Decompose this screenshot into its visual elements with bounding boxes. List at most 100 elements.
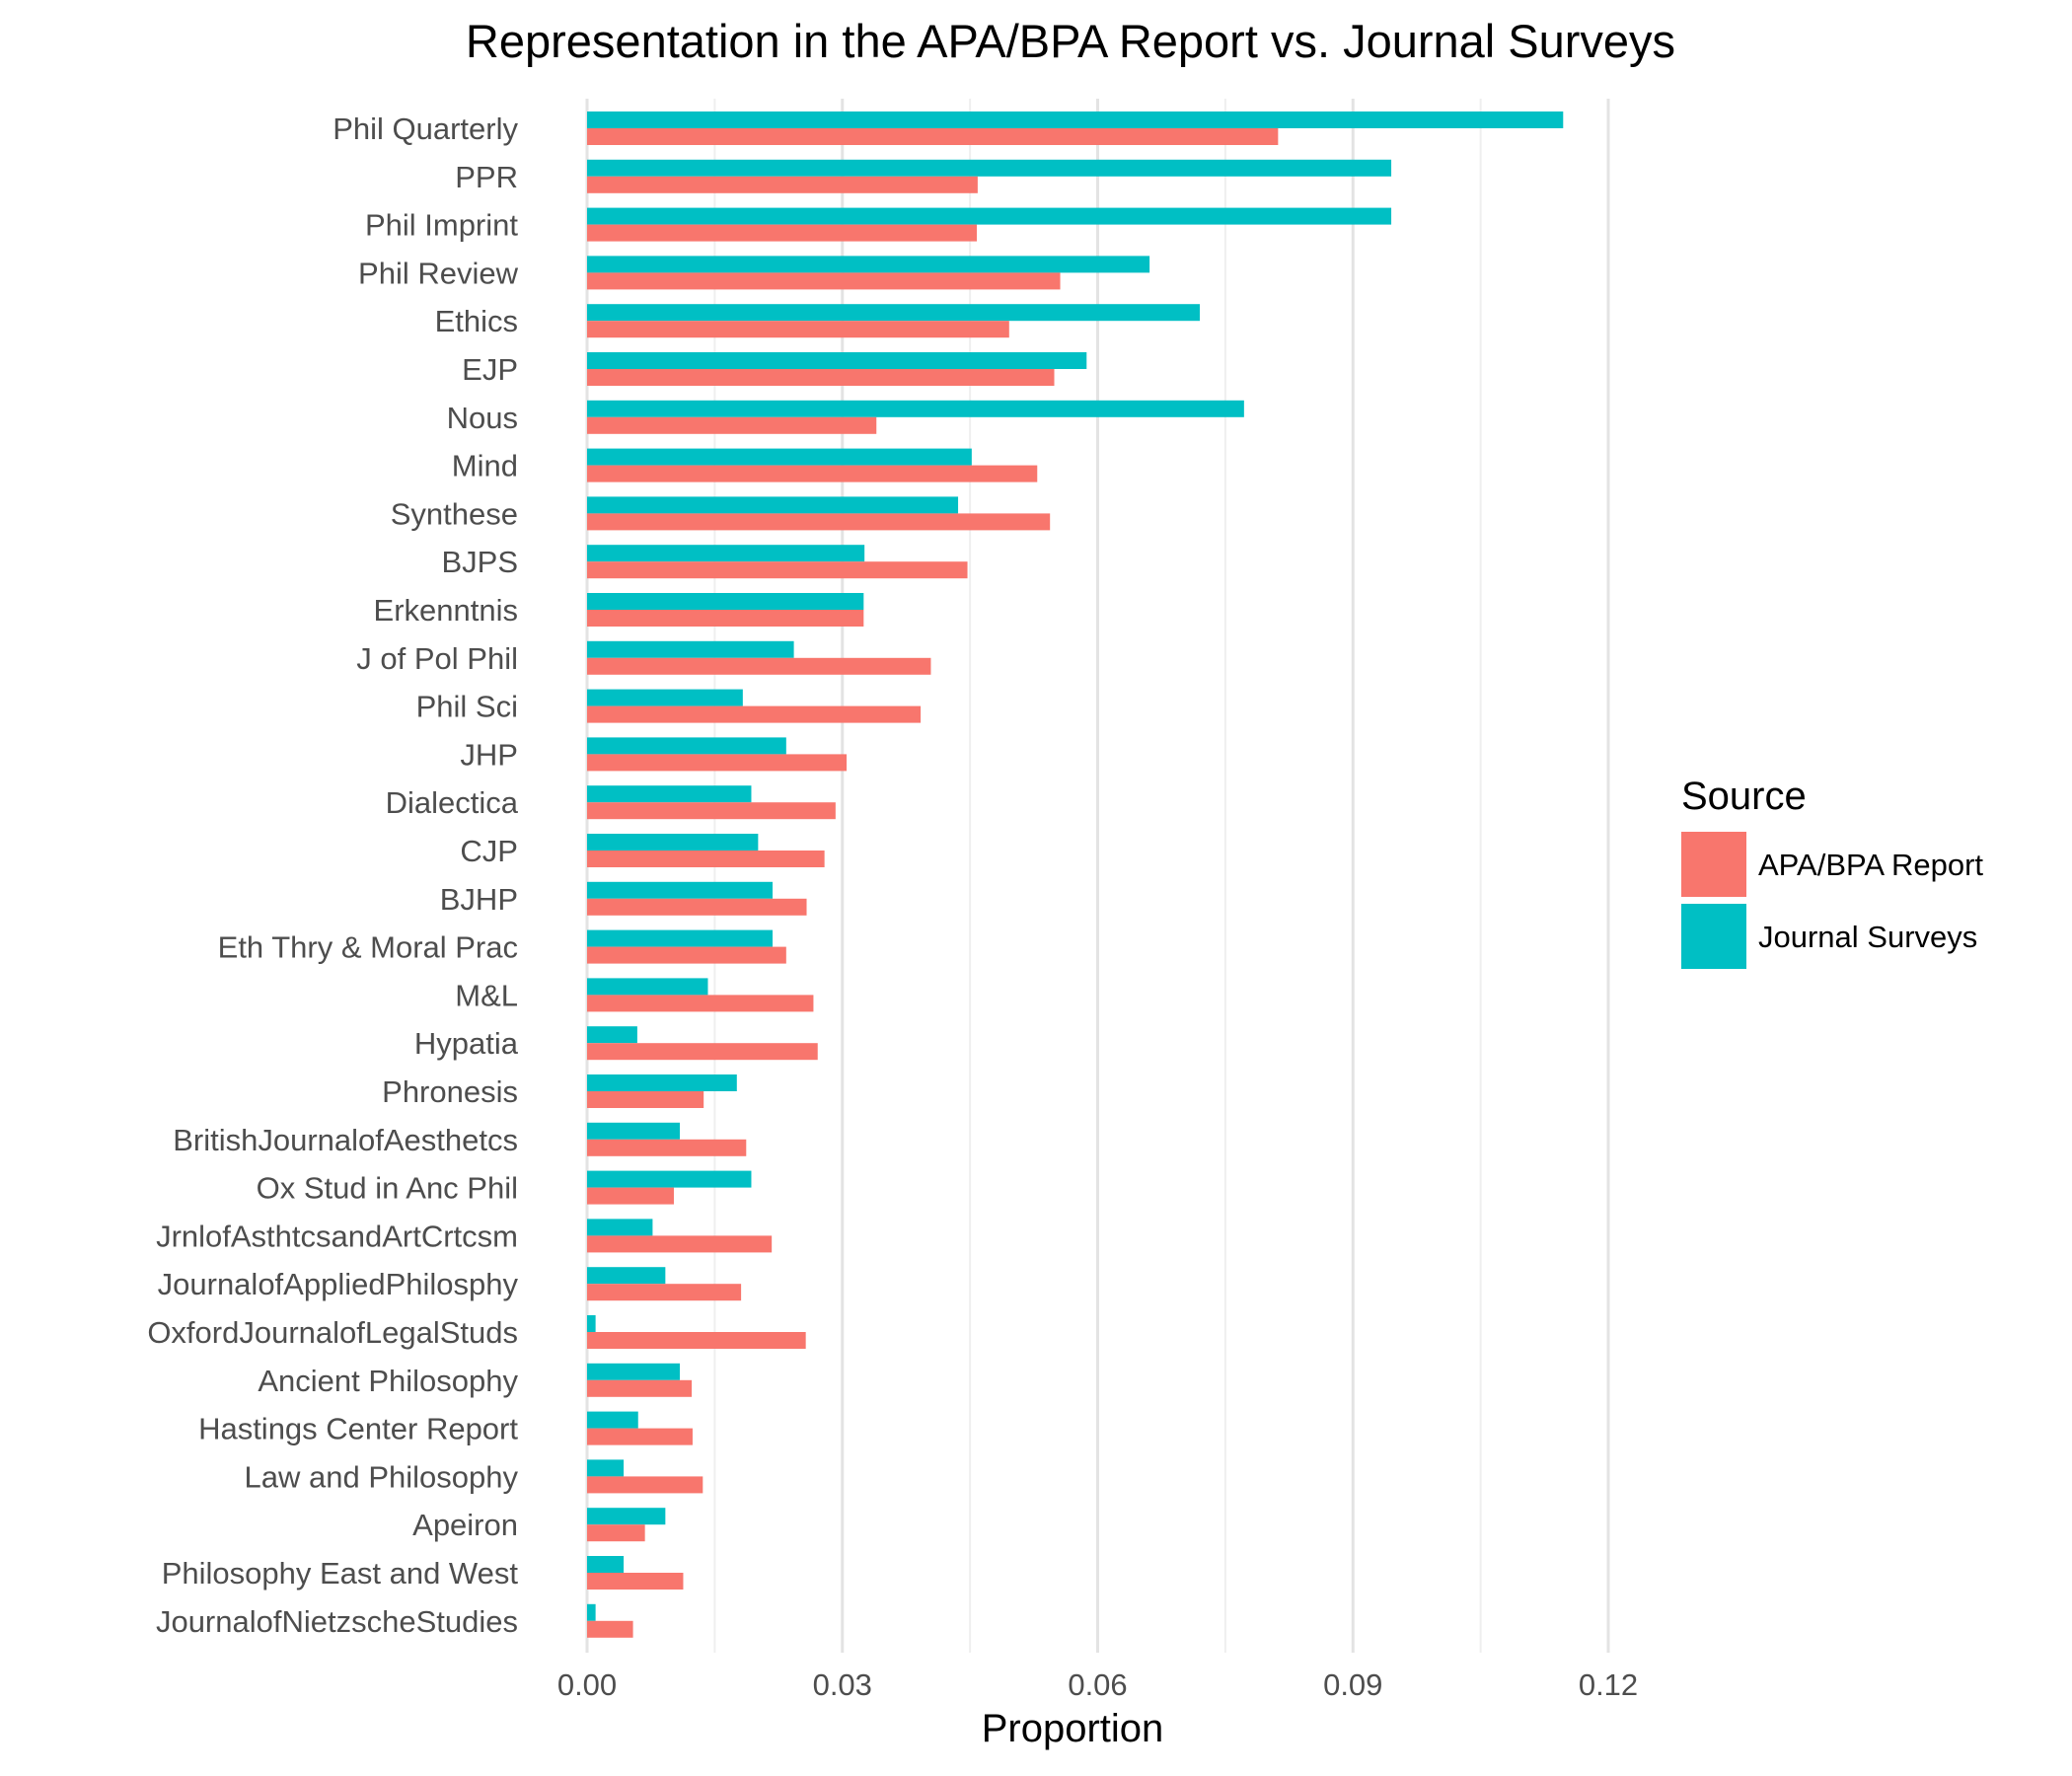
legend-label: Journal Surveys	[1758, 920, 1977, 954]
bar-apa-bpa-report	[587, 224, 978, 242]
category-labels: Phil Quarterly PPR Phil Imprint Phil Review…	[147, 111, 518, 1639]
category-label: EJP	[462, 352, 518, 387]
category-label: Ethics	[435, 304, 518, 338]
category-label: BJPS	[441, 545, 518, 579]
bar-journal-surveys	[587, 400, 1244, 417]
category-label: Phil Imprint	[365, 208, 518, 243]
x-tick-label: 0.06	[1068, 1667, 1127, 1702]
bars	[587, 111, 1564, 1638]
bar-journal-surveys	[587, 881, 774, 899]
category-label: CJP	[460, 834, 518, 868]
bar-apa-bpa-report	[587, 610, 864, 627]
category-label: JournalofAppliedPhilosphy	[158, 1267, 519, 1301]
legend-title: Source	[1681, 775, 1807, 818]
bar-apa-bpa-report	[587, 369, 1055, 386]
bar-journal-surveys	[587, 1556, 625, 1573]
legend-swatch	[1681, 904, 1746, 969]
category-label: Nous	[447, 401, 518, 435]
bar-journal-surveys	[587, 834, 759, 851]
bar-journal-surveys	[587, 545, 865, 562]
bar-journal-surveys	[587, 1074, 737, 1091]
bar-journal-surveys	[587, 978, 708, 996]
category-label: Hypatia	[414, 1026, 519, 1061]
legend: Source APA/BPA Report Journal Surveys	[1681, 775, 1983, 969]
bar-journal-surveys	[587, 1363, 681, 1380]
category-label: Phronesis	[382, 1074, 518, 1109]
bar-journal-surveys	[587, 352, 1087, 369]
category-label: Phil Review	[358, 256, 519, 290]
bar-journal-surveys	[587, 1267, 666, 1285]
bar-apa-bpa-report	[587, 1091, 704, 1108]
bar-apa-bpa-report	[587, 1573, 684, 1590]
category-label: Law and Philosophy	[245, 1459, 519, 1494]
category-label: JrnlofAsthtcsandArtCrtcsm	[156, 1219, 518, 1253]
bar-journal-surveys	[587, 256, 1150, 273]
category-label: M&L	[455, 978, 518, 1012]
bar-apa-bpa-report	[587, 754, 848, 772]
category-label: Philosophy East and West	[162, 1556, 519, 1591]
bar-apa-bpa-report	[587, 705, 922, 723]
bar-apa-bpa-report	[587, 851, 825, 867]
bar-journal-surveys	[587, 1603, 596, 1621]
bar-apa-bpa-report	[587, 1187, 674, 1205]
bar-apa-bpa-report	[587, 898, 807, 916]
x-tick-label: 0.09	[1323, 1667, 1382, 1702]
category-label: Erkenntnis	[374, 593, 518, 628]
bar-apa-bpa-report	[587, 513, 1051, 531]
bar-journal-surveys	[587, 1508, 666, 1525]
category-label: Synthese	[391, 496, 518, 531]
bar-apa-bpa-report	[587, 657, 931, 675]
bar-apa-bpa-report	[587, 561, 968, 579]
x-tick-label: 0.00	[557, 1667, 617, 1702]
category-label: Phil Quarterly	[333, 111, 518, 146]
bar-journal-surveys	[587, 448, 972, 466]
bar-apa-bpa-report	[587, 802, 836, 820]
category-label: Eth Thry & Moral Prac	[218, 930, 518, 965]
category-label: BJHP	[440, 882, 518, 917]
x-axis-ticks: 0.00 0.03 0.06 0.09 0.12	[557, 1667, 1638, 1702]
category-label: OxfordJournalofLegalStuds	[147, 1315, 518, 1350]
bar-journal-surveys	[587, 929, 774, 947]
bar-journal-surveys	[587, 496, 959, 514]
x-axis-title: Proportion	[982, 1707, 1164, 1750]
category-label: Apeiron	[412, 1508, 518, 1542]
bar-journal-surveys	[587, 304, 1200, 322]
x-tick-label: 0.03	[813, 1667, 872, 1702]
bar-apa-bpa-report	[587, 1043, 818, 1061]
x-tick-label: 0.12	[1579, 1667, 1638, 1702]
bar-apa-bpa-report	[587, 1524, 645, 1542]
bar-journal-surveys	[587, 111, 1564, 128]
bar-journal-surveys	[587, 1411, 638, 1429]
bar-apa-bpa-report	[587, 946, 786, 964]
category-label: J of Pol Phil	[356, 641, 518, 676]
bar-apa-bpa-report	[587, 416, 877, 434]
category-label: JHP	[460, 737, 518, 772]
bar-apa-bpa-report	[587, 321, 1009, 338]
bar-journal-surveys	[587, 159, 1392, 177]
bar-journal-surveys	[587, 1459, 625, 1477]
category-label: JournalofNietzscheStudies	[156, 1604, 518, 1639]
chart-title: Representation in the APA/BPA Report vs.…	[466, 15, 1675, 67]
category-label: Hastings Center Report	[198, 1412, 518, 1446]
bar-journal-surveys	[587, 207, 1392, 225]
bar-journal-surveys	[587, 593, 864, 610]
bar-apa-bpa-report	[587, 272, 1061, 290]
bar-apa-bpa-report	[587, 1379, 693, 1397]
category-label: Dialectica	[386, 785, 519, 820]
bar-apa-bpa-report	[587, 465, 1038, 482]
category-label: BritishJournalofAesthetcs	[173, 1123, 518, 1157]
bar-journal-surveys	[587, 1122, 681, 1140]
bar-journal-surveys	[587, 1315, 596, 1332]
legend-swatch	[1681, 832, 1746, 897]
category-label: PPR	[455, 160, 518, 194]
bar-apa-bpa-report	[587, 1476, 703, 1494]
category-label: Phil Sci	[416, 690, 518, 724]
bar-apa-bpa-report	[587, 995, 814, 1012]
category-label: Mind	[452, 449, 518, 483]
bar-apa-bpa-report	[587, 1139, 747, 1156]
category-label: Ancient Philosophy	[258, 1364, 518, 1398]
bar-journal-surveys	[587, 1026, 637, 1044]
bar-journal-surveys	[587, 640, 794, 658]
bar-journal-surveys	[587, 737, 786, 755]
bar-journal-surveys	[587, 1219, 653, 1236]
